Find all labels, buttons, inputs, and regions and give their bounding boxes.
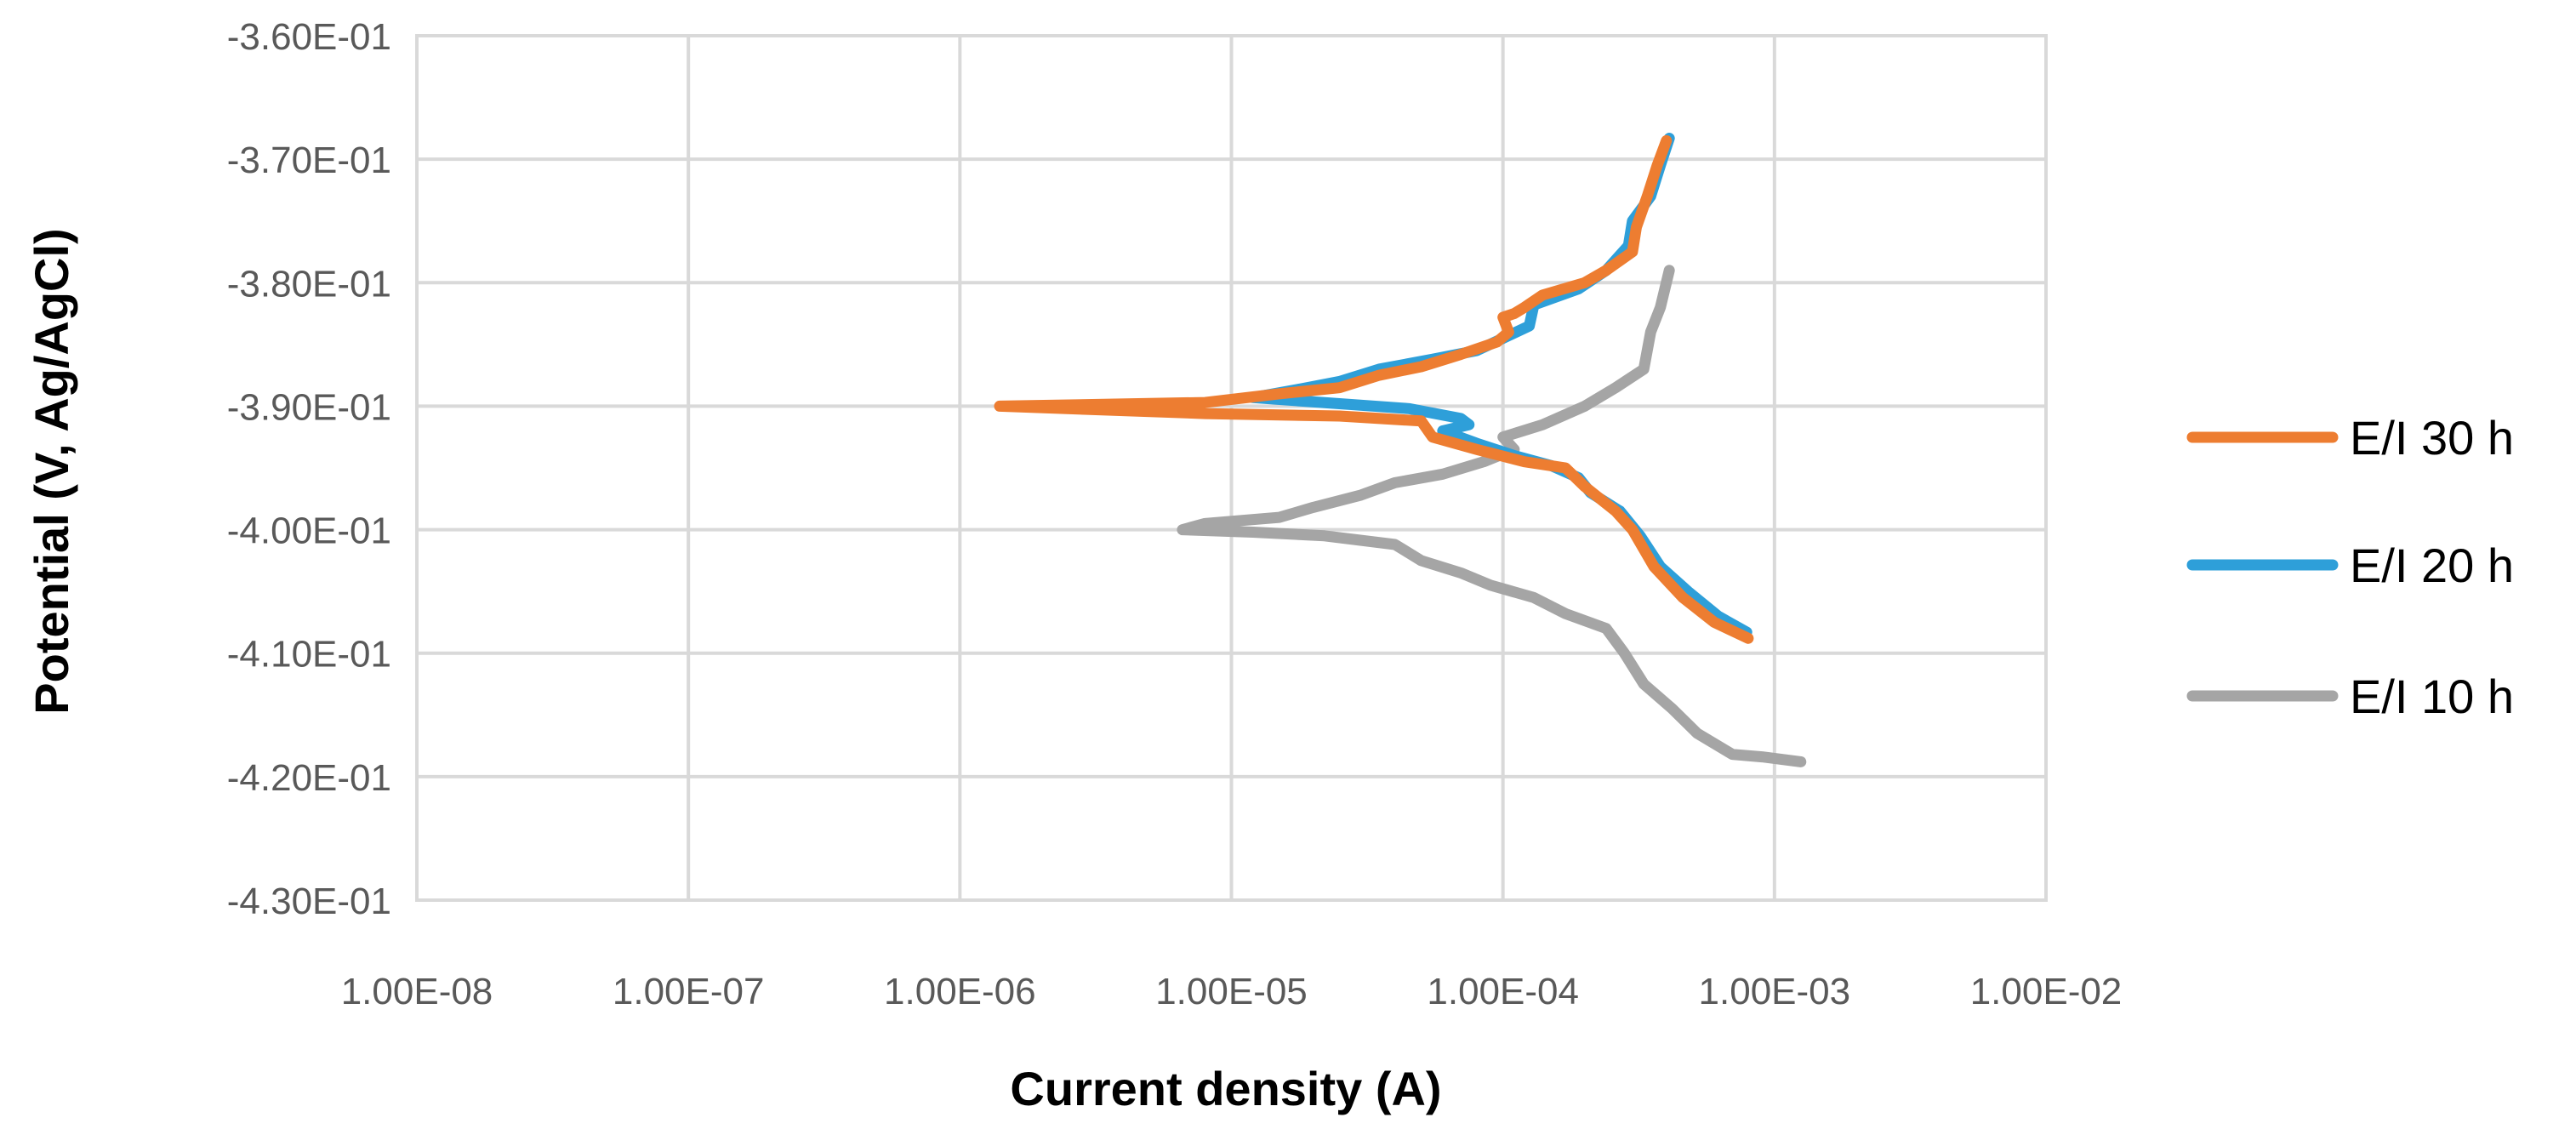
legend-label: E/I 20 h [2350,539,2514,592]
y-tick-label: -4.00E-01 [227,510,391,552]
legend-label: E/I 30 h [2350,411,2514,465]
plot-area [415,34,2048,902]
x-axis-title: Current density (A) [1010,1062,1441,1115]
x-tick-label: 1.00E-06 [884,971,1036,1012]
y-tick-label: -3.70E-01 [227,140,391,181]
y-tick-label: -4.30E-01 [227,881,391,922]
y-tick-label: -4.10E-01 [227,634,391,676]
plot-frame [415,34,2048,902]
y-tick-label: -3.90E-01 [227,386,391,428]
y-tick-label: -3.80E-01 [227,263,391,305]
legend: E/I 30 h E/I 20 h E/I 10 h [2186,411,2514,723]
y-tick-label: -3.60E-01 [227,16,391,58]
y-tick-label: -4.20E-01 [227,757,391,799]
x-tick-label: 1.00E-05 [1155,971,1308,1012]
x-tick-label: 1.00E-04 [1427,971,1579,1012]
series-line-3 [1177,265,1807,767]
x-tick-label: 1.00E-03 [1699,971,1851,1012]
tick-labels: 1.00E-08 1.00E-07 1.00E-06 1.00E-05 1.00E-04… [227,16,2123,1012]
x-tick-label: 1.00E-08 [341,971,493,1012]
series-line-1 [994,134,1754,644]
y-axis-title: Potential (V, Ag/AgCl) [25,228,78,714]
series-lines [994,133,1807,767]
x-tick-label: 1.00E-07 [613,971,765,1012]
legend-label: E/I 10 h [2350,670,2514,723]
x-tick-label: 1.00E-02 [1970,971,2123,1012]
